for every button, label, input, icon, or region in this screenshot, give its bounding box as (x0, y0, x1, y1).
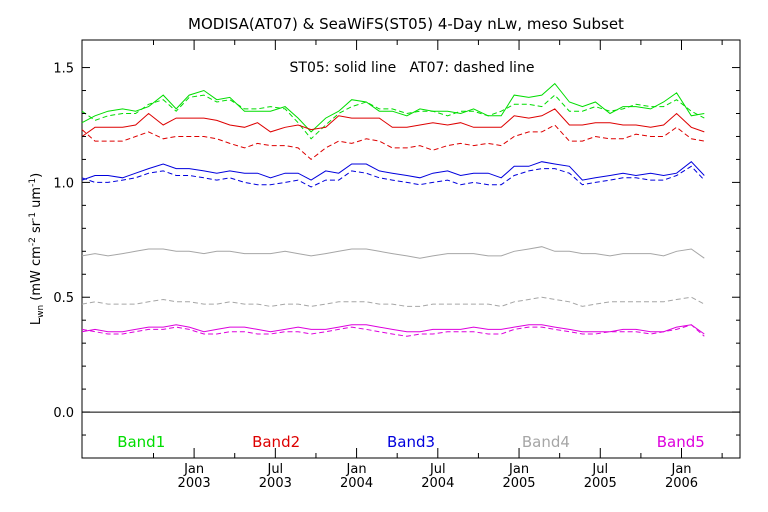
y-axis-label-part: um (29, 187, 44, 212)
y-axis-label-units: (mW cm-2 sr-1 um-1) (28, 173, 44, 305)
x-tick-label-year: 2005 (584, 476, 617, 491)
y-axis-label-part: sr (29, 220, 44, 237)
series-line-band3-solid (81, 161, 705, 181)
legend-label-band5: Band5 (657, 433, 705, 451)
y-axis-label-main: L (29, 317, 44, 325)
y-axis-label-superscript: -1 (28, 212, 38, 221)
series-line-band1-solid (81, 82, 705, 133)
legend-label-band3: Band3 (387, 433, 435, 451)
x-tick-label-year: 2003 (259, 476, 292, 491)
legend-label-band2: Band2 (252, 433, 300, 451)
chart-title: MODISA(AT07) & SeaWiFS(ST05) 4-Day nLw, … (188, 15, 624, 33)
x-tick-label-year: 2006 (665, 476, 698, 491)
plot-frame (81, 39, 741, 459)
legend-label-band4: Band4 (522, 433, 570, 451)
axes: 0.00.51.01.5Jan2003Jul2003Jan2004Jul2004… (53, 40, 740, 491)
x-tick-label-month: Jan (183, 462, 204, 477)
y-tick-label: 0.0 (53, 406, 74, 421)
plot-area (81, 82, 740, 413)
legend: Band1 Band2 Band3 Band4 Band5 (117, 433, 705, 451)
line-style-annotation: ST05: solid line AT07: dashed line (290, 60, 535, 76)
y-axis-label: Lwn (mW cm-2 sr-1 um-1) (28, 173, 46, 325)
x-tick-label-month: Jul (266, 462, 283, 477)
x-tick-label-year: 2003 (178, 476, 211, 491)
x-tick-label-year: 2005 (502, 476, 535, 491)
series-line-band4-dashed (81, 296, 705, 307)
y-axis-label-superscript: -1 (28, 178, 38, 187)
y-tick-label: 1.0 (53, 176, 74, 191)
y-tick-label: 0.5 (53, 291, 74, 306)
legend-label-band1: Band1 (117, 433, 165, 451)
y-axis-label-part: (mW cm (29, 246, 44, 305)
series-line-band2-dashed (81, 124, 705, 161)
x-tick-label-month: Jan (670, 462, 691, 477)
series-line-band2-solid (81, 108, 705, 137)
x-tick-label-year: 2004 (340, 476, 373, 491)
x-tick-label-month: Jul (429, 462, 446, 477)
x-tick-label-month: Jul (591, 462, 608, 477)
series-line-band3-dashed (81, 165, 705, 188)
y-tick-label: 1.5 (53, 62, 74, 77)
x-tick-label-month: Jan (346, 462, 367, 477)
series-line-band1-dashed (81, 94, 705, 140)
series-line-band4-solid (81, 246, 705, 259)
series-line-band5-solid (81, 324, 705, 335)
y-axis-label-part: ) (29, 173, 44, 178)
series-line-band5-dashed (81, 324, 705, 337)
x-tick-label-month: Jan (508, 462, 529, 477)
y-axis-label-sub: wn (36, 305, 46, 318)
x-tick-label-year: 2004 (421, 476, 454, 491)
y-axis-label-superscript: -2 (28, 237, 38, 246)
